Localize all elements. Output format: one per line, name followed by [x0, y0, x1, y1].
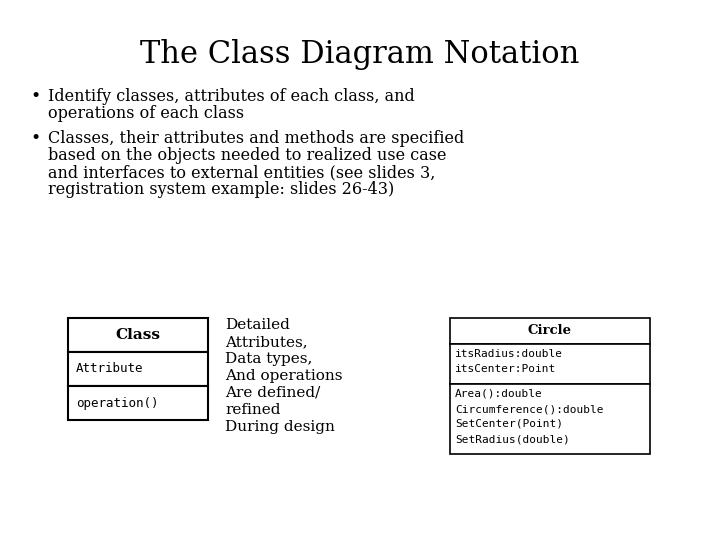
- Text: registration system example: slides 26-43): registration system example: slides 26-4…: [48, 181, 395, 198]
- Bar: [68, 352, 208, 386]
- Text: Identify classes, attributes of each class, and: Identify classes, attributes of each cla…: [48, 88, 415, 105]
- Text: During design: During design: [225, 420, 335, 434]
- Bar: [450, 344, 650, 384]
- Text: Attribute: Attribute: [76, 362, 143, 375]
- Text: •: •: [30, 130, 40, 147]
- Text: operation(): operation(): [76, 396, 158, 409]
- Text: itsCenter:Point: itsCenter:Point: [455, 364, 557, 374]
- Text: SetCenter(Point): SetCenter(Point): [455, 419, 563, 429]
- Text: Class: Class: [115, 328, 161, 342]
- Text: SetRadius(double): SetRadius(double): [455, 434, 570, 444]
- Text: •: •: [30, 88, 40, 105]
- Bar: [450, 318, 650, 344]
- Text: based on the objects needed to realized use case: based on the objects needed to realized …: [48, 147, 446, 164]
- Text: Area():double: Area():double: [455, 389, 543, 399]
- Text: itsRadius:double: itsRadius:double: [455, 349, 563, 359]
- Text: Data types,: Data types,: [225, 352, 312, 366]
- Text: Circle: Circle: [528, 325, 572, 338]
- Text: Circumference():double: Circumference():double: [455, 404, 603, 414]
- Text: refined: refined: [225, 403, 281, 417]
- Text: operations of each class: operations of each class: [48, 105, 244, 122]
- Text: and interfaces to external entities (see slides 3,: and interfaces to external entities (see…: [48, 164, 436, 181]
- Text: Attributes,: Attributes,: [225, 335, 307, 349]
- Bar: [450, 384, 650, 454]
- Bar: [68, 318, 208, 352]
- Text: And operations: And operations: [225, 369, 343, 383]
- Text: Classes, their attributes and methods are specified: Classes, their attributes and methods ar…: [48, 130, 464, 147]
- Text: The Class Diagram Notation: The Class Diagram Notation: [140, 39, 580, 71]
- Bar: [68, 386, 208, 420]
- Text: Are defined/: Are defined/: [225, 386, 320, 400]
- Text: Detailed: Detailed: [225, 318, 290, 332]
